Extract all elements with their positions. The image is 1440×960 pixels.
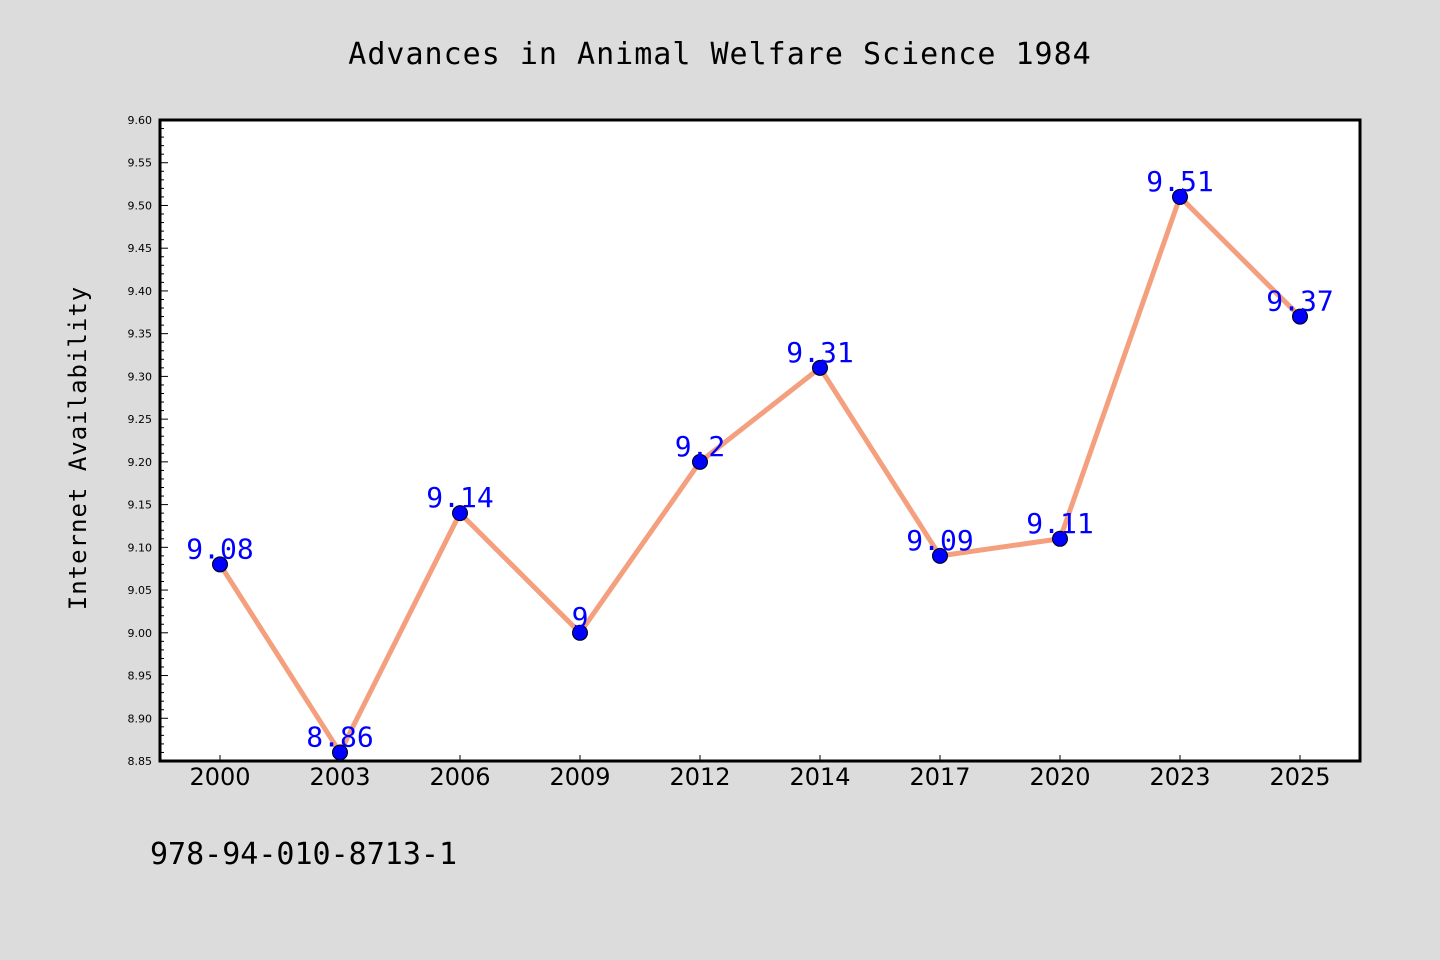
series-points-group <box>212 188 1308 761</box>
y-tick-label: 9.10 <box>128 541 153 554</box>
y-tick-label: 9.20 <box>128 456 153 469</box>
data-point <box>572 624 588 641</box>
data-label: 9.09 <box>906 524 973 557</box>
y-tick-label: 9.40 <box>128 285 153 298</box>
y-tick-label: 9.30 <box>128 370 153 383</box>
series-line <box>217 194 1303 755</box>
data-label: 9.2 <box>675 430 726 463</box>
y-tick-label: 9.05 <box>128 584 153 597</box>
x-tick-label: 2025 <box>1269 763 1330 791</box>
data-label: 9.51 <box>1146 165 1213 198</box>
data-point <box>1172 188 1188 205</box>
y-tick-label: 8.85 <box>128 755 153 768</box>
y-tick-label: 9.60 <box>128 114 153 127</box>
data-label: 9.37 <box>1266 285 1333 318</box>
x-tick-label: 2009 <box>549 763 610 791</box>
x-tick-label: 2000 <box>189 763 250 791</box>
y-axis-label: Internet Availability <box>64 286 92 610</box>
data-labels-group: 9.08 8.86 9.14 9 9.2 9.31 9.09 9.11 9.51 9.37 <box>186 165 1333 754</box>
x-tick-label: 2012 <box>669 763 730 791</box>
plot-area <box>158 118 1362 763</box>
data-label: 9.14 <box>426 481 493 514</box>
x-tick-label: 2006 <box>429 763 490 791</box>
y-tick-label: 9.55 <box>128 157 153 170</box>
data-label: 9.31 <box>786 336 853 369</box>
data-label: 9 <box>572 601 589 634</box>
footer-isbn: 978-94-010-8713-1 <box>150 837 457 872</box>
data-label: 9.11 <box>1026 507 1093 540</box>
x-tick-label: 2017 <box>909 763 970 791</box>
x-tick-label: 2003 <box>309 763 370 791</box>
data-point <box>812 359 828 376</box>
y-tick-label: 9.00 <box>128 627 153 640</box>
data-label: 9.08 <box>186 532 253 565</box>
data-point <box>1292 308 1308 325</box>
data-point <box>332 744 348 761</box>
data-point <box>452 505 468 522</box>
y-tick-label: 8.90 <box>128 712 153 725</box>
data-point <box>212 556 228 573</box>
y-tick-label: 8.95 <box>128 670 153 683</box>
data-point <box>1052 530 1068 547</box>
data-label: 8.86 <box>306 720 373 753</box>
x-axis: 2000 2003 2006 2009 2012 2014 2017 2020 2023 2025 <box>189 755 1331 791</box>
x-tick-label: 2020 <box>1029 763 1090 791</box>
data-point <box>932 547 948 564</box>
data-point <box>692 453 708 470</box>
y-tick-label: 9.50 <box>128 199 153 212</box>
x-tick-label: 2023 <box>1149 763 1210 791</box>
x-tick-label: 2014 <box>789 763 850 791</box>
y-axis: 8.85 8.90 8.95 9.00 9.05 9.10 9.15 9.20 9.25 9.30… <box>128 114 168 768</box>
y-tick-label: 9.15 <box>128 499 153 512</box>
series-line-group <box>217 194 1303 755</box>
y-tick-label: 9.45 <box>128 242 153 255</box>
chart-title: Advances in Animal Welfare Science 1984 <box>348 37 1091 72</box>
y-tick-label: 9.35 <box>128 328 153 341</box>
y-tick-label: 9.25 <box>128 413 153 426</box>
